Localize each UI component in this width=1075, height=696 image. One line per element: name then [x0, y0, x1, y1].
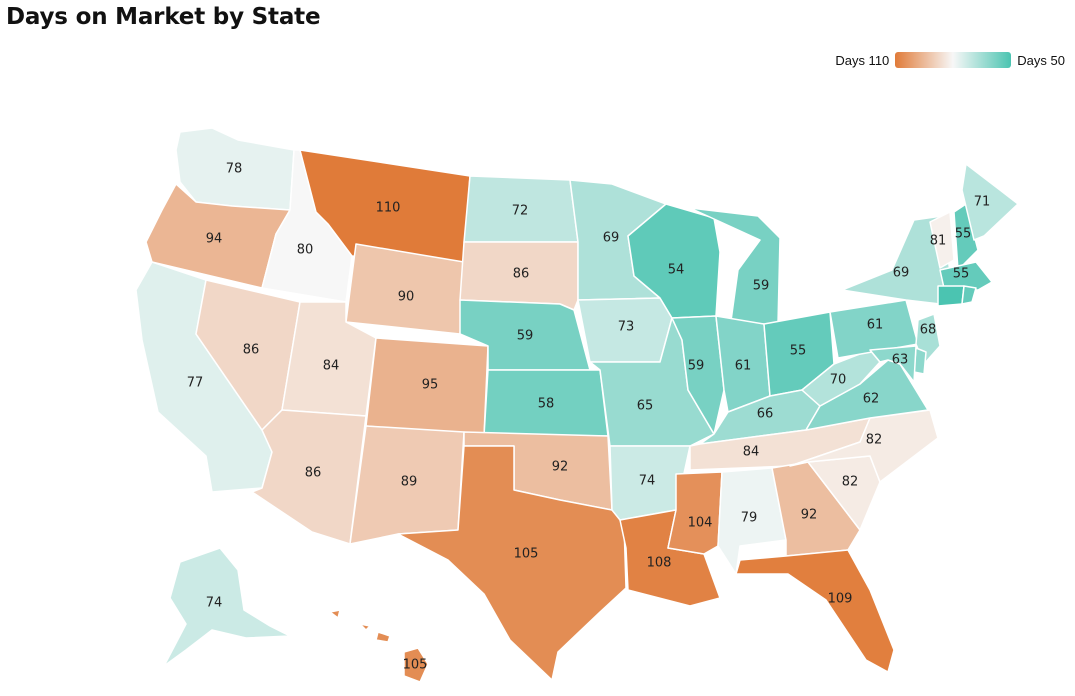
- state-value-wi: 54: [668, 263, 685, 278]
- state-value-az: 86: [305, 466, 322, 481]
- state-value-co: 95: [422, 378, 439, 393]
- state-value-ar: 74: [639, 474, 656, 489]
- state-hi[interactable]: [403, 647, 429, 683]
- state-value-oh: 55: [790, 344, 807, 359]
- color-legend: Days 110 Days 50: [835, 52, 1065, 68]
- state-value-nv: 86: [243, 343, 260, 358]
- state-value-nm: 89: [401, 475, 418, 490]
- state-value-va: 62: [863, 392, 880, 407]
- state-md[interactable]: [869, 345, 917, 383]
- state-value-pa: 61: [867, 318, 884, 333]
- state-value-mo: 65: [637, 399, 654, 414]
- state-value-ma: 55: [953, 267, 970, 282]
- state-nc[interactable]: [789, 409, 939, 483]
- state-value-or: 94: [206, 232, 223, 247]
- state-value-ks: 58: [538, 397, 555, 412]
- legend-high-label: Days 110: [835, 52, 890, 68]
- state-ak[interactable]: [163, 547, 291, 667]
- state-hi[interactable]: [329, 609, 341, 619]
- state-value-fl: 109: [828, 592, 853, 607]
- state-value-il: 59: [688, 359, 705, 374]
- state-value-ok: 92: [552, 460, 569, 475]
- state-value-nc: 82: [866, 433, 883, 448]
- state-value-wy: 90: [398, 290, 415, 305]
- state-value-ms: 104: [688, 516, 713, 531]
- state-hi[interactable]: [375, 631, 391, 643]
- state-value-sd: 86: [513, 267, 530, 282]
- chart-title: Days on Market by State: [6, 4, 321, 30]
- state-value-mn: 69: [603, 231, 620, 246]
- state-fl[interactable]: [735, 549, 895, 673]
- state-value-nj: 68: [920, 323, 937, 338]
- state-hi[interactable]: [359, 623, 371, 631]
- state-value-nh: 55: [955, 227, 972, 242]
- state-az[interactable]: [251, 409, 367, 545]
- state-value-ga: 92: [801, 508, 818, 523]
- state-value-ne: 59: [517, 329, 534, 344]
- state-value-id: 80: [297, 243, 314, 258]
- state-value-tx: 105: [514, 547, 539, 562]
- state-value-sc: 82: [842, 475, 859, 490]
- legend-gradient: [895, 52, 1012, 68]
- legend-low-label: Days 50: [1017, 52, 1065, 68]
- state-ct[interactable]: [937, 285, 965, 307]
- state-value-ia: 73: [618, 320, 635, 335]
- state-value-md: 63: [892, 353, 909, 368]
- state-me[interactable]: [961, 163, 1019, 241]
- state-ma[interactable]: [939, 261, 993, 291]
- state-value-ky: 66: [757, 407, 774, 422]
- state-value-hi: 105: [403, 658, 428, 673]
- state-value-wa: 78: [226, 162, 243, 177]
- state-value-wv: 70: [830, 373, 847, 388]
- state-tx[interactable]: [397, 445, 627, 681]
- state-value-vt: 81: [930, 234, 947, 249]
- state-value-mi: 59: [753, 279, 770, 294]
- state-value-al: 79: [741, 511, 758, 526]
- state-value-me: 71: [974, 195, 991, 210]
- state-value-ny: 69: [893, 266, 910, 281]
- state-ri[interactable]: [961, 285, 977, 305]
- state-value-nd: 72: [512, 204, 529, 219]
- state-value-in: 61: [735, 359, 752, 374]
- state-value-ut: 84: [323, 359, 340, 374]
- state-vt[interactable]: [929, 211, 955, 269]
- state-ms[interactable]: [667, 471, 723, 555]
- state-value-la: 108: [647, 556, 672, 571]
- state-value-ak: 74: [206, 596, 223, 611]
- state-value-tn: 84: [743, 445, 760, 460]
- state-value-mt: 110: [376, 201, 401, 216]
- state-value-ca: 77: [187, 376, 204, 391]
- state-nh[interactable]: [953, 203, 979, 271]
